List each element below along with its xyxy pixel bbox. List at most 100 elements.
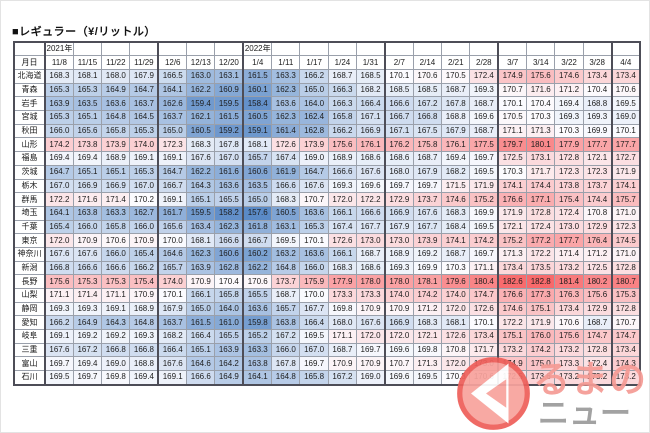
price-cell: 170.6	[469, 370, 499, 386]
price-cell: 170.3	[526, 110, 556, 125]
price-cell: 167.8	[214, 137, 244, 153]
price-cell: 166.1	[327, 246, 358, 262]
price-cell: 161.8	[242, 219, 273, 235]
price-cell: 165.3	[43, 82, 74, 98]
price-cell: 163.5	[72, 96, 103, 112]
price-cell: 166.7	[157, 178, 188, 194]
price-cell: 171.6	[72, 192, 103, 207]
price-cell: 163.1	[214, 69, 244, 84]
price-cell: 162.2	[186, 164, 216, 180]
price-cell: 165.4	[43, 219, 74, 235]
prefecture-row: 山梨 171.1 171.4 171.1 170.9 170.1 166.1 165.8 165…	[13, 288, 641, 303]
price-cell: 166.0	[101, 246, 131, 262]
price-cell: 169.3	[582, 110, 613, 125]
price-cell: 167.2	[412, 96, 443, 112]
price-cell: 171.2	[582, 246, 613, 262]
price-cell: 168.7	[469, 123, 499, 139]
price-cell: 170.6	[242, 274, 273, 289]
price-cell: 164.6	[186, 356, 216, 372]
price-cell: 171.1	[43, 288, 74, 303]
price-cell: 168.7	[412, 151, 443, 166]
price-cell: 173.2	[582, 370, 613, 386]
prefecture-name-cell: 福島	[13, 151, 46, 166]
price-cell: 169.4	[43, 151, 74, 166]
price-cell: 167.9	[383, 219, 414, 235]
price-cell: 168.6	[356, 151, 386, 166]
price-cell: 170.8	[582, 205, 613, 221]
price-cell: 166.0	[43, 123, 74, 139]
price-cell: 179.7	[497, 137, 528, 153]
price-cell: 175.0	[526, 356, 556, 372]
price-cell: 171.5	[441, 178, 471, 194]
price-cell: 169.1	[157, 192, 188, 207]
price-cell: 164.8	[101, 110, 131, 125]
price-cell: 168.9	[383, 246, 414, 262]
price-cell: 170.1	[610, 123, 641, 139]
price-cell: 168.0	[383, 164, 414, 180]
price-cell: 176.1	[441, 137, 471, 153]
price-cell: 172.4	[469, 69, 499, 84]
price-cell: 167.6	[356, 164, 386, 180]
price-cell: 173.3	[356, 288, 386, 303]
price-cell: 166.2	[327, 123, 358, 139]
price-cell: 167.6	[356, 315, 386, 331]
price-cell: 172.3	[610, 219, 641, 235]
price-cell: 182.6	[497, 274, 528, 289]
price-cell: 167.8	[441, 96, 471, 112]
table-body: 北海道 168.3 168.1 168.0 167.9 166.5 163.0 163.1 16…	[13, 69, 641, 386]
price-cell: 169.3	[469, 82, 499, 98]
price-cell: 166.6	[214, 233, 244, 248]
price-cell: 173.5	[526, 260, 556, 276]
price-cell: 166.9	[383, 315, 414, 331]
date-header-cell: 3/14	[526, 55, 556, 70]
price-cell: 163.3	[101, 205, 131, 221]
date-header-cell: 11/29	[129, 55, 159, 70]
price-cell: 165.1	[101, 164, 131, 180]
price-cell: 168.7	[582, 315, 613, 331]
price-cell: 173.4	[610, 342, 641, 358]
prefecture-name-cell: 富山	[13, 356, 46, 372]
price-cell: 164.7	[299, 164, 329, 180]
price-cell: 164.9	[101, 82, 131, 98]
price-cell: 164.8	[129, 315, 159, 331]
price-cell: 169.8	[101, 370, 131, 386]
year-empty-cell	[129, 41, 159, 56]
price-cell: 166.9	[356, 123, 386, 139]
price-cell: 163.7	[157, 315, 188, 331]
price-cell: 172.2	[497, 315, 528, 331]
price-cell: 166.6	[271, 178, 301, 194]
year-empty-cell	[412, 41, 443, 56]
prefecture-name-cell: 三重	[13, 342, 46, 358]
price-cell: 172.2	[526, 246, 556, 262]
price-cell: 172.0	[441, 301, 471, 317]
price-cell: 164.7	[129, 82, 159, 98]
price-cell: 165.8	[299, 370, 329, 386]
price-cell: 173.0	[383, 233, 414, 248]
price-cell: 168.3	[43, 69, 74, 84]
price-cell: 178.0	[383, 274, 414, 289]
price-cell: 162.6	[157, 96, 188, 112]
price-cell: 178.1	[412, 274, 443, 289]
price-cell: 169.1	[157, 370, 188, 386]
price-cell: 170.9	[327, 356, 358, 372]
price-cell: 163.8	[242, 356, 273, 372]
prefecture-name-cell: 長野	[13, 274, 46, 289]
price-cell: 167.1	[356, 110, 386, 125]
price-cell: 168.1	[72, 69, 103, 84]
price-cell: 168.3	[327, 260, 358, 276]
date-header-cell: 2/14	[412, 55, 443, 70]
price-cell: 170.9	[72, 233, 103, 248]
price-cell: 166.8	[43, 260, 74, 276]
price-cell: 166.7	[242, 233, 273, 248]
price-cell: 170.6	[101, 233, 131, 248]
prefecture-row: 東京 172.0 170.9 170.6 170.9 170.0 168.1 166.6 166…	[13, 233, 641, 248]
price-cell: 162.3	[214, 219, 244, 235]
price-cell: 177.5	[469, 137, 499, 153]
price-cell: 168.3	[441, 205, 471, 221]
price-cell: 167.7	[356, 219, 386, 235]
price-cell: 170.3	[441, 260, 471, 276]
price-cell: 168.6	[356, 260, 386, 276]
prefecture-name-cell: 宮城	[13, 110, 46, 125]
year-empty-cell	[441, 41, 471, 56]
date-header-cell: 2/28	[469, 55, 499, 70]
